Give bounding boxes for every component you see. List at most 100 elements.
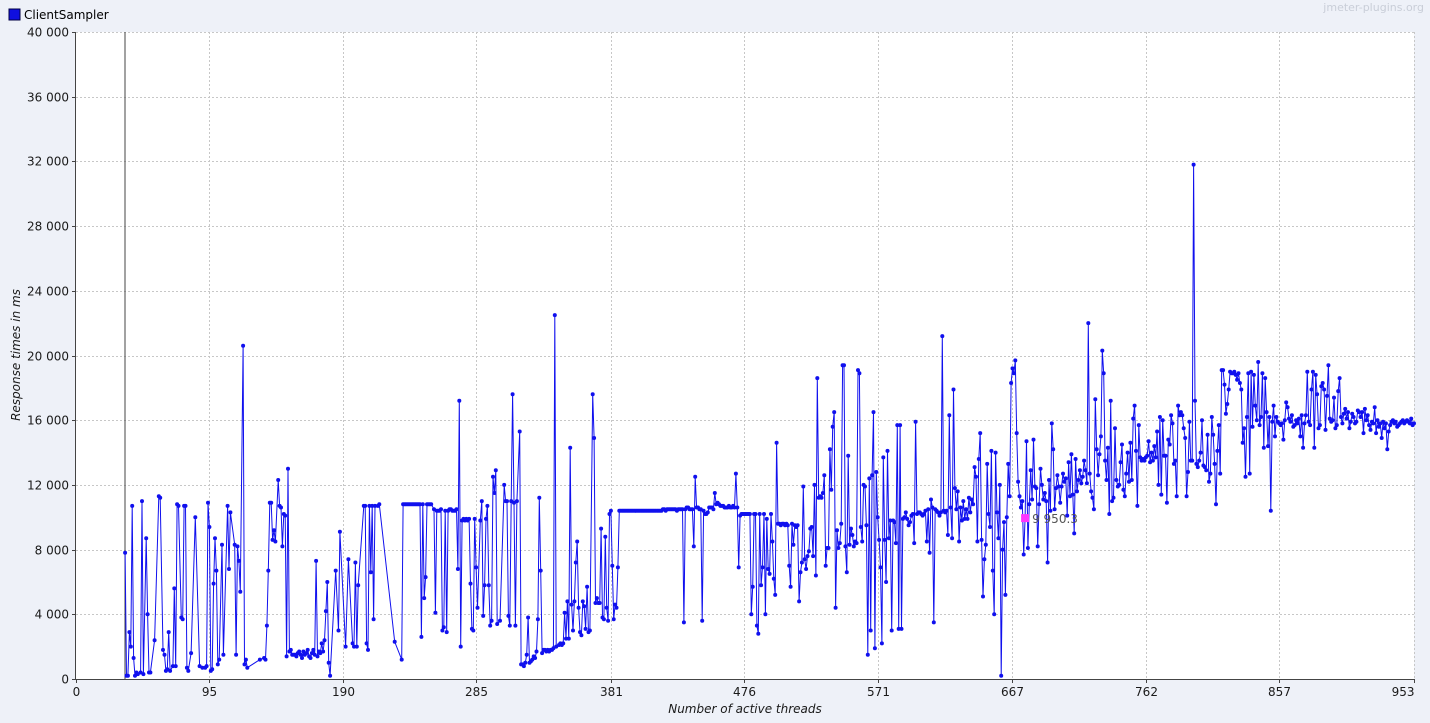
data-point — [152, 638, 157, 643]
data-point — [1082, 458, 1087, 463]
data-point — [976, 457, 981, 461]
data-point — [526, 615, 531, 620]
data-point — [711, 507, 716, 512]
data-point — [771, 576, 776, 581]
data-point — [423, 575, 428, 580]
data-point — [562, 610, 567, 615]
data-point — [565, 599, 570, 604]
data-point — [1091, 507, 1096, 512]
y-tick-label: 4 000 — [35, 608, 69, 622]
data-point — [1223, 411, 1228, 416]
data-point — [272, 528, 276, 533]
data-point — [885, 448, 890, 453]
data-point — [540, 651, 545, 656]
data-point — [978, 431, 983, 436]
data-point — [507, 623, 512, 628]
data-point — [992, 612, 997, 617]
data-point — [995, 510, 999, 515]
data-point — [228, 510, 233, 515]
data-point — [1181, 426, 1186, 431]
data-point — [322, 638, 327, 643]
data-point — [1333, 426, 1338, 431]
watermark: jmeter-plugins.org — [1322, 1, 1424, 14]
data-point — [1285, 405, 1290, 410]
data-point — [471, 628, 476, 633]
data-point — [766, 567, 771, 571]
data-point — [1028, 468, 1033, 473]
data-point — [336, 628, 341, 633]
data-point — [583, 626, 588, 631]
data-point — [189, 651, 194, 656]
data-point — [1121, 487, 1126, 492]
data-point — [1155, 429, 1160, 434]
data-point — [955, 489, 960, 494]
data-point — [1024, 439, 1029, 444]
data-point — [757, 512, 762, 516]
data-point — [773, 592, 778, 597]
data-point — [854, 541, 859, 546]
data-point — [829, 487, 834, 492]
data-point — [176, 503, 181, 508]
x-tick-label: 95 — [202, 685, 217, 699]
data-point — [926, 507, 931, 512]
data-point — [940, 334, 945, 339]
data-point — [975, 539, 980, 544]
data-point — [1260, 371, 1265, 376]
data-point — [1211, 432, 1216, 437]
data-point — [759, 583, 764, 588]
data-point — [795, 523, 800, 528]
data-point — [514, 499, 519, 504]
data-point — [1134, 448, 1138, 453]
data-point — [693, 474, 698, 479]
data-point — [1341, 411, 1346, 416]
data-point — [1105, 445, 1110, 450]
data-point — [787, 563, 792, 568]
data-point — [1287, 416, 1291, 421]
data-point — [1302, 421, 1307, 426]
data-point — [1084, 481, 1089, 486]
data-point — [770, 539, 775, 544]
data-point — [1360, 410, 1365, 415]
data-point — [420, 502, 425, 507]
x-tick-label: 285 — [465, 685, 488, 699]
data-point — [1038, 466, 1043, 471]
data-point — [700, 618, 705, 623]
y-axis-ticks: 0 4 000 8 000 12 000 16 000 20 000 24 000 28 00… — [27, 26, 76, 687]
data-point — [498, 618, 502, 623]
data-point — [735, 505, 740, 510]
data-point — [1367, 423, 1372, 428]
data-point — [924, 539, 929, 544]
data-point — [221, 652, 226, 657]
data-point — [578, 630, 582, 635]
data-point — [474, 565, 479, 570]
data-point — [1296, 416, 1301, 421]
data-point — [257, 657, 262, 662]
data-point — [767, 571, 772, 576]
data-point — [326, 660, 331, 665]
data-point — [1049, 421, 1054, 426]
data-point — [1146, 439, 1151, 444]
data-point — [815, 376, 820, 381]
data-point — [1267, 415, 1272, 419]
data-point — [962, 516, 967, 521]
data-point — [896, 626, 901, 631]
data-point — [158, 495, 163, 500]
data-point — [356, 583, 361, 588]
data-point — [521, 664, 526, 669]
data-point — [1145, 453, 1150, 458]
data-point — [486, 583, 491, 588]
data-point — [972, 465, 977, 470]
y-axis-title: Response times in ms — [9, 289, 23, 421]
data-point — [843, 544, 848, 549]
data-point — [1306, 419, 1311, 424]
data-point — [472, 516, 477, 521]
data-point — [1385, 447, 1390, 452]
data-point — [1325, 393, 1329, 398]
data-point — [220, 542, 224, 547]
data-point — [879, 641, 884, 646]
data-point — [971, 502, 976, 507]
data-point — [1108, 398, 1113, 403]
data-point — [1135, 503, 1140, 508]
data-point — [1319, 384, 1324, 389]
data-point — [575, 539, 580, 544]
